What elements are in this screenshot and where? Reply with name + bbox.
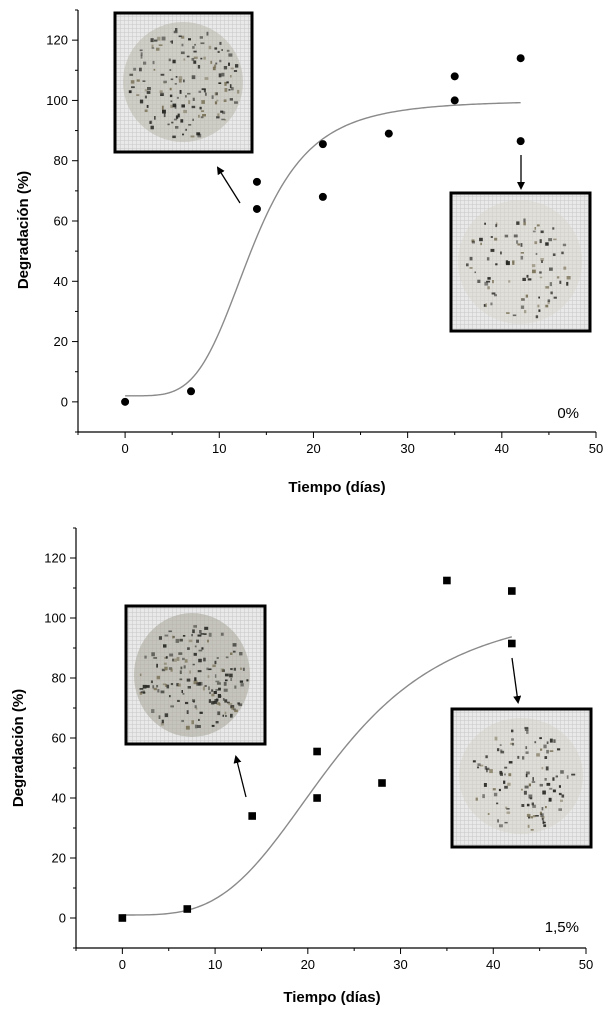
y-tick-label: 120 — [44, 551, 66, 566]
inset-photo-day-42-0pct — [449, 191, 592, 333]
arrow-to-photo-14 — [216, 166, 241, 204]
y-tick-label: 0 — [59, 911, 66, 926]
data-point — [252, 204, 261, 213]
data-point — [318, 192, 327, 201]
x-axis-title: Tiempo (días) — [288, 479, 385, 496]
data-point — [187, 387, 196, 396]
x-tick-label: 0 — [119, 957, 126, 972]
y-tick-label: 40 — [52, 791, 66, 806]
inset-photo-day-42-1.5pct — [450, 707, 593, 849]
data-point — [508, 587, 516, 595]
data-point — [248, 812, 256, 820]
data-point — [313, 747, 321, 756]
chart-panel-1.5pct: Degradación (%) Tiempo (días) 1,5% 0 10 20… — [10, 527, 593, 1006]
data-point — [450, 72, 459, 81]
inset-photo-day-14-1.5pct — [124, 604, 267, 746]
data-points-1 — [118, 576, 516, 922]
x-tick-label: 0 — [121, 441, 128, 456]
y-tick-label: 80 — [52, 671, 66, 686]
data-point — [318, 140, 327, 149]
data-point — [450, 96, 459, 105]
y-tick-label: 60 — [54, 214, 68, 229]
chart-panel-0pct: Degradación (%) Tiempo (días) 0% 0 10 20 30… — [15, 9, 603, 496]
inset-photo-day-14-0pct — [113, 11, 254, 154]
y-tick-label: 120 — [46, 33, 68, 48]
data-point — [313, 794, 321, 802]
y-tick-label: 80 — [54, 153, 68, 168]
y-tick-label: 20 — [54, 334, 68, 349]
data-point — [384, 129, 393, 138]
axes-1: 0 10 20 30 40 50 0 20 40 60 80 100 120 — [44, 527, 593, 972]
x-tick-label: 20 — [306, 441, 320, 456]
x-tick-label: 50 — [589, 441, 603, 456]
data-point — [183, 905, 192, 913]
fit-curve-0 — [125, 101, 521, 397]
data-points-0 — [121, 54, 525, 406]
y-tick-label: 100 — [44, 611, 66, 626]
data-point — [252, 177, 261, 186]
x-tick-label: 30 — [393, 957, 407, 972]
x-axis-title: Tiempo (días) — [283, 989, 380, 1006]
data-point — [121, 397, 130, 406]
arrow-to-photo-42 — [511, 657, 522, 704]
x-tick-label: 40 — [486, 957, 500, 972]
y-axis-title: Degradación (%) — [15, 171, 32, 289]
panel-label: 0% — [557, 405, 579, 422]
x-tick-label: 10 — [212, 441, 226, 456]
y-axis-title: Degradación (%) — [10, 689, 27, 807]
y-tick-label: 0 — [61, 394, 68, 409]
data-point — [118, 914, 127, 922]
data-point — [516, 137, 525, 146]
axes-0: 0 10 20 30 40 50 0 20 40 60 80 100 120 — [46, 9, 603, 456]
fit-curve-line — [125, 101, 521, 397]
x-tick-label: 30 — [400, 441, 414, 456]
x-tick-label: 10 — [208, 957, 222, 972]
panel-label: 1,5% — [545, 919, 579, 936]
y-tick-label: 100 — [46, 93, 68, 108]
data-point — [378, 779, 386, 787]
y-tick-label: 20 — [52, 851, 66, 866]
arrow-to-photo-14 — [233, 755, 247, 798]
data-point — [508, 639, 516, 648]
y-tick-label: 40 — [54, 274, 68, 289]
data-point — [443, 576, 451, 585]
data-point — [516, 54, 525, 63]
x-tick-label: 20 — [301, 957, 315, 972]
y-tick-label: 60 — [52, 731, 66, 746]
x-tick-label: 40 — [495, 441, 509, 456]
x-tick-label: 50 — [579, 957, 593, 972]
